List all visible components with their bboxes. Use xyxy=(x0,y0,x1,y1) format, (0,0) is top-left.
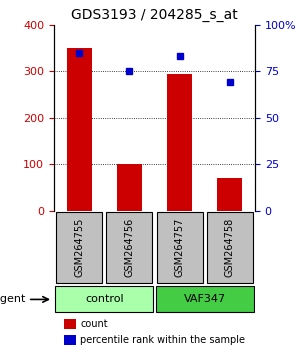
Title: GDS3193 / 204285_s_at: GDS3193 / 204285_s_at xyxy=(71,8,238,22)
FancyBboxPatch shape xyxy=(157,212,203,284)
Text: agent: agent xyxy=(0,295,26,304)
Text: VAF347: VAF347 xyxy=(184,295,226,304)
FancyBboxPatch shape xyxy=(56,212,102,284)
Text: count: count xyxy=(80,319,108,329)
FancyBboxPatch shape xyxy=(155,286,254,313)
Bar xyxy=(64,319,76,329)
Bar xyxy=(64,335,76,345)
FancyBboxPatch shape xyxy=(106,212,152,284)
Text: GSM264758: GSM264758 xyxy=(225,218,235,278)
Text: GSM264757: GSM264757 xyxy=(175,218,184,278)
Bar xyxy=(67,48,92,211)
Text: control: control xyxy=(85,295,124,304)
Bar xyxy=(117,164,142,211)
Text: GSM264755: GSM264755 xyxy=(74,218,84,278)
Bar xyxy=(217,178,242,211)
Bar xyxy=(167,74,192,211)
FancyBboxPatch shape xyxy=(207,212,253,284)
FancyBboxPatch shape xyxy=(55,286,154,313)
Text: percentile rank within the sample: percentile rank within the sample xyxy=(80,335,245,345)
Text: GSM264756: GSM264756 xyxy=(124,218,134,278)
